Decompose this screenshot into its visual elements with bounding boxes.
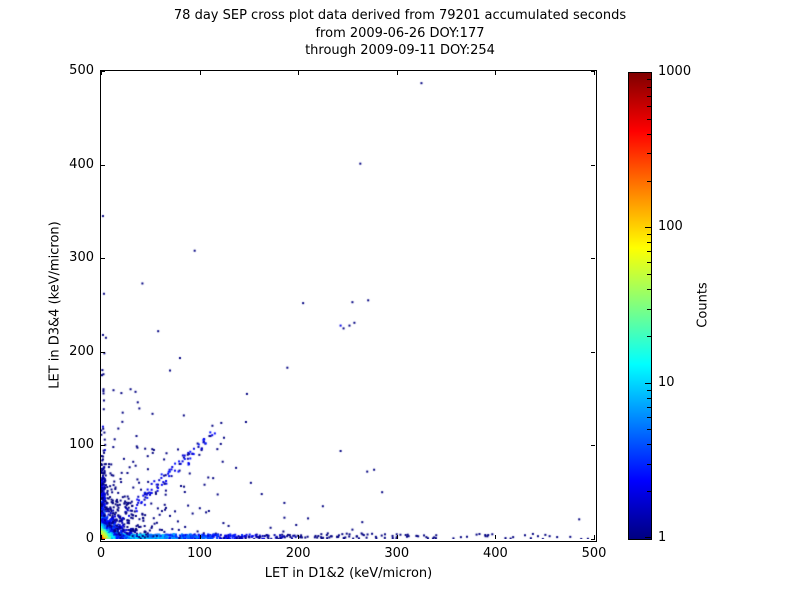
colorbar-tick-mark — [645, 537, 651, 538]
colorbar-tick-mark — [647, 417, 651, 419]
colorbar-tick-mark — [647, 261, 651, 263]
axis-tick-mark — [101, 71, 102, 75]
axis-tick-mark — [101, 71, 105, 72]
colorbar-tick-mark — [647, 118, 651, 120]
colorbar-tick-mark — [645, 382, 651, 384]
colorbar-tick-label: 10 — [658, 374, 675, 390]
colorbar-tick-mark — [647, 242, 651, 244]
colorbar-tick-mark — [647, 308, 651, 310]
y-tick-label: 0 — [85, 531, 94, 546]
axis-tick-mark — [101, 258, 105, 260]
colorbar-tick-mark — [647, 153, 651, 155]
colorbar-tick-mark — [647, 234, 651, 236]
axis-tick-mark — [101, 539, 105, 540]
chart-title: 78 day SEP cross plot data derived from … — [173, 8, 627, 23]
colorbar-tick-mark — [647, 335, 651, 337]
colorbar-tick-mark — [645, 227, 651, 229]
axis-tick-mark — [495, 71, 497, 75]
plot-area — [100, 70, 597, 542]
colorbar-label: Counts — [695, 282, 711, 328]
x-tick-label: 100 — [187, 546, 212, 561]
colorbar-tick-mark — [647, 397, 651, 399]
x-tick-label: 500 — [581, 546, 607, 561]
colorbar-tick-mark — [645, 72, 651, 73]
colorbar-tick-label: 1000 — [658, 64, 692, 79]
axis-tick-mark — [591, 539, 595, 540]
axis-tick-mark — [396, 71, 398, 75]
chart-subtitle-from: from 2009-06-26 DOY:177 — [315, 26, 485, 41]
colorbar-tick-mark — [647, 87, 651, 89]
axis-tick-mark — [591, 71, 595, 72]
colorbar-tick-mark — [647, 289, 651, 291]
colorbar-tick-label: 100 — [658, 219, 683, 235]
colorbar-tick-mark — [647, 180, 651, 182]
y-tick-label: 300 — [69, 250, 94, 266]
axis-tick-mark — [591, 445, 595, 447]
y-tick-label: 500 — [69, 63, 94, 78]
colorbar-tick-mark — [647, 429, 651, 431]
axis-tick-mark — [591, 258, 595, 260]
y-axis-label: LET in D3&4 (keV/micron) — [47, 221, 63, 389]
axis-tick-mark — [298, 535, 300, 539]
y-tick-label: 400 — [69, 156, 94, 172]
axis-tick-mark — [495, 535, 497, 539]
axis-tick-mark — [298, 71, 300, 75]
axis-tick-mark — [591, 351, 595, 353]
colorbar-tick-mark — [647, 444, 651, 446]
x-tick-label: 0 — [96, 546, 106, 561]
axis-tick-mark — [199, 535, 201, 539]
y-tick-label: 200 — [69, 343, 94, 359]
axis-tick-mark — [199, 71, 201, 75]
colorbar-tick-mark — [647, 133, 651, 135]
colorbar-tick-mark — [647, 406, 651, 408]
colorbar-tick-mark — [647, 251, 651, 253]
colorbar-tick-mark — [647, 79, 651, 81]
axis-tick-mark — [101, 164, 105, 166]
scatter-canvas — [101, 71, 594, 539]
chart-subtitle-through: through 2009-09-11 DOY:254 — [305, 43, 495, 58]
axis-tick-mark — [591, 164, 595, 166]
colorbar-tick-mark — [647, 96, 651, 98]
colorbar-tick-mark — [647, 491, 651, 493]
x-axis-label: LET in D1&2 (keV/micron) — [264, 566, 433, 581]
axis-tick-mark — [101, 351, 105, 353]
colorbar — [628, 72, 652, 540]
y-tick-label: 100 — [69, 437, 94, 453]
x-tick-label: 300 — [384, 546, 410, 561]
x-tick-label: 200 — [285, 546, 311, 561]
colorbar-tick-mark — [647, 106, 651, 108]
axis-tick-mark — [101, 535, 102, 539]
axis-tick-mark — [594, 535, 595, 539]
x-tick-label: 400 — [482, 546, 508, 561]
axis-tick-mark — [594, 71, 595, 75]
axis-tick-mark — [396, 535, 398, 539]
colorbar-tick-label: 1 — [658, 530, 667, 545]
colorbar-tick-mark — [647, 274, 651, 276]
colorbar-tick-mark — [647, 389, 651, 391]
axis-tick-mark — [101, 445, 105, 447]
colorbar-tick-mark — [647, 463, 651, 465]
